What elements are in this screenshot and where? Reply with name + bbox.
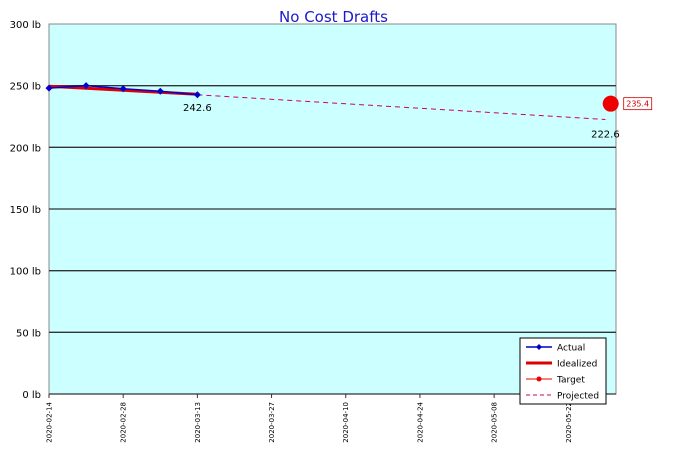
- projected-end-label: 222.6: [591, 129, 620, 140]
- y-tick-label: 50 lb: [16, 328, 41, 339]
- actual-point: [45, 84, 53, 92]
- actual-point: [119, 85, 127, 93]
- legend-label: Target: [556, 376, 585, 386]
- y-axis: 0 lb 50 lb 100 lb 150 lb 200 lb 250 lb 300 lb: [10, 20, 41, 401]
- x-tick-label: 2020-05-22: [565, 402, 573, 443]
- target-value-label: 235.4: [626, 100, 649, 109]
- legend-marker-target: [536, 376, 542, 382]
- y-tick-label: 200 lb: [10, 143, 41, 154]
- y-tick-label: 0 lb: [22, 390, 41, 401]
- y-tick-label: 100 lb: [10, 267, 41, 278]
- x-tick-label: 2020-02-28: [120, 402, 128, 443]
- y-tick-label: 300 lb: [10, 20, 41, 31]
- last-actual-label: 242.6: [183, 103, 212, 114]
- target-point: [602, 95, 619, 112]
- y-tick-label: 250 lb: [10, 82, 41, 93]
- legend-label: Actual: [557, 344, 585, 354]
- legend-marker-actual: [536, 344, 542, 350]
- x-tick-label: 2020-05-08: [491, 402, 499, 443]
- x-tick-label: 2020-03-13: [194, 402, 202, 443]
- x-tick-label: 2020-03-27: [268, 402, 276, 443]
- y-tick-label: 150 lb: [10, 205, 41, 216]
- actual-point: [193, 91, 201, 99]
- actual-point: [156, 87, 164, 95]
- x-tick-label: 2020-04-10: [342, 402, 350, 443]
- legend-label: Idealized: [557, 360, 597, 370]
- x-tick-label: 2020-02-14: [46, 401, 54, 442]
- chart-title: No Cost Drafts: [279, 8, 388, 26]
- actual-point: [82, 82, 90, 90]
- x-tick-label: 2020-04-24: [416, 401, 424, 442]
- x-axis: 2020-02-14 2020-02-28 2020-03-13 2020-03-27…: [46, 394, 573, 443]
- series-layer: [45, 82, 619, 120]
- annotations: 242.6 222.6 235.4: [183, 97, 653, 140]
- target-value-box: [623, 97, 653, 111]
- legend-box: [519, 337, 607, 405]
- legend-label: Projected: [557, 392, 599, 402]
- legend: Actual Idealized Target Projected: [519, 337, 607, 405]
